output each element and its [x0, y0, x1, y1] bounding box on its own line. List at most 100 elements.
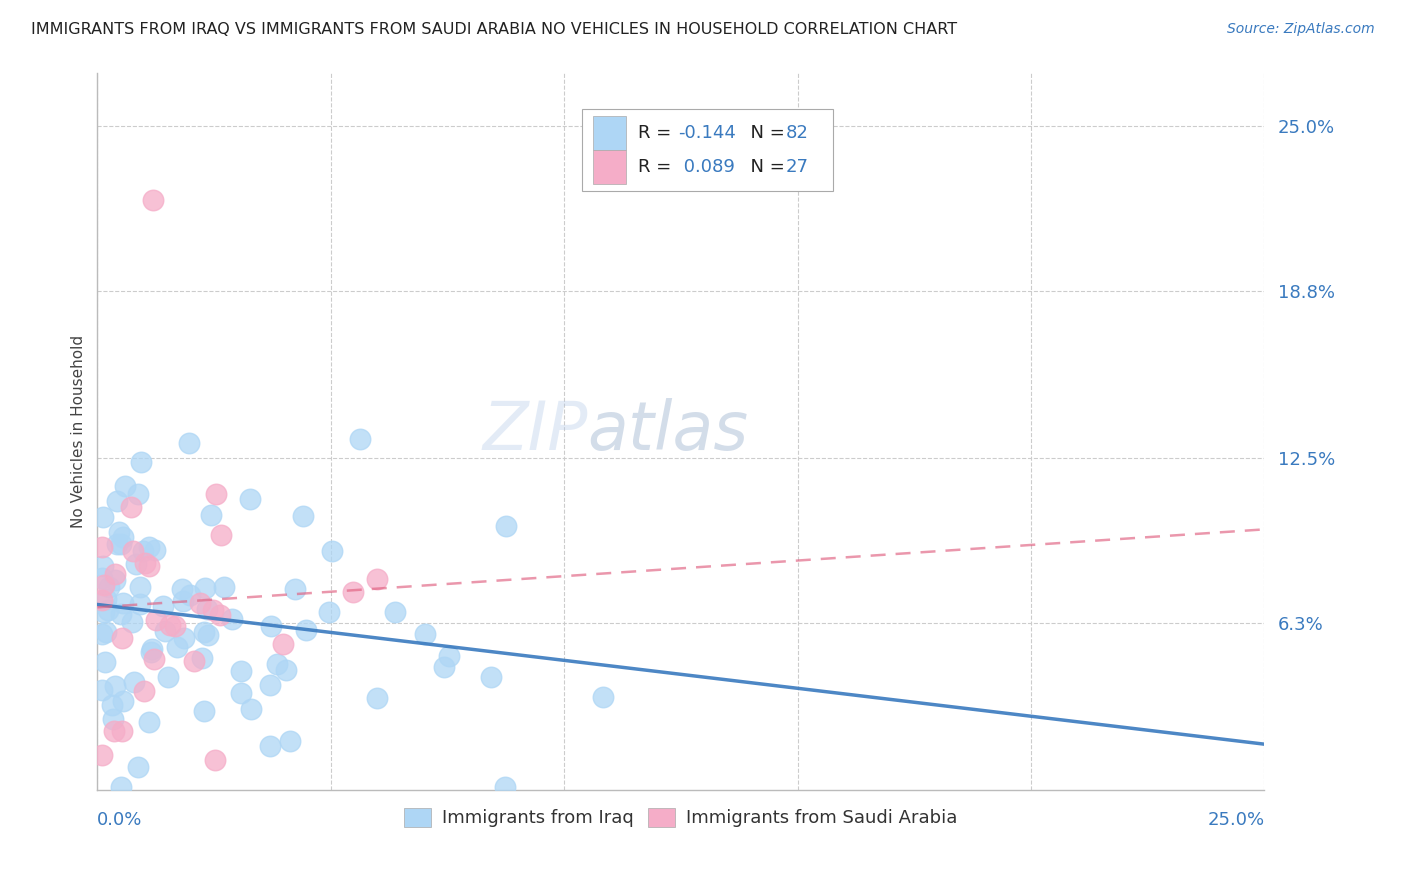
Point — [103, 723, 125, 738]
Point — [153, 624, 176, 639]
Text: N =: N = — [740, 124, 790, 142]
Point — [366, 572, 388, 586]
Point — [201, 603, 224, 617]
Point — [114, 478, 136, 492]
Point — [93, 606, 115, 620]
Point — [366, 690, 388, 705]
Point — [139, 645, 162, 659]
Point — [142, 652, 165, 666]
Point — [204, 752, 226, 766]
Point — [208, 608, 231, 623]
Point — [128, 580, 150, 594]
Point — [91, 747, 114, 762]
FancyBboxPatch shape — [582, 109, 832, 191]
Point — [91, 571, 114, 585]
Point — [342, 585, 364, 599]
Text: -0.144: -0.144 — [679, 124, 737, 142]
Point — [104, 679, 127, 693]
Text: 25.0%: 25.0% — [1208, 812, 1264, 830]
Point — [205, 486, 228, 500]
Point — [143, 542, 166, 557]
Point — [495, 519, 517, 533]
Point — [91, 540, 114, 554]
Point — [437, 649, 460, 664]
Point — [173, 632, 195, 646]
Point — [494, 780, 516, 795]
Text: 0.089: 0.089 — [679, 158, 735, 176]
Point — [221, 612, 243, 626]
Point — [229, 686, 252, 700]
Point — [479, 670, 502, 684]
Point — [104, 566, 127, 581]
Point — [91, 626, 114, 640]
Point — [110, 607, 132, 622]
Point — [101, 712, 124, 726]
Point — [188, 597, 211, 611]
Point — [209, 528, 232, 542]
Text: ZIP: ZIP — [482, 399, 588, 465]
Point — [111, 723, 134, 738]
Point — [152, 599, 174, 613]
Point — [592, 690, 614, 704]
Text: 0.0%: 0.0% — [97, 812, 143, 830]
Point — [100, 698, 122, 712]
Point — [240, 702, 263, 716]
Text: atlas: atlas — [588, 399, 748, 465]
Text: Source: ZipAtlas.com: Source: ZipAtlas.com — [1227, 22, 1375, 37]
Point — [183, 654, 205, 668]
Point — [433, 660, 456, 674]
Point — [276, 663, 298, 677]
Text: R =: R = — [638, 158, 676, 176]
Point — [239, 492, 262, 507]
Point — [200, 508, 222, 522]
Point — [98, 580, 121, 594]
Point — [292, 509, 315, 524]
Point — [349, 432, 371, 446]
Point — [138, 714, 160, 729]
FancyBboxPatch shape — [593, 150, 626, 184]
Point — [179, 588, 201, 602]
Point — [145, 613, 167, 627]
Point — [91, 559, 114, 574]
Point — [266, 657, 288, 671]
Point — [197, 627, 219, 641]
Point — [134, 684, 156, 698]
Point — [191, 651, 214, 665]
Point — [193, 704, 215, 718]
Point — [318, 605, 340, 619]
Point — [91, 592, 114, 607]
Point — [194, 582, 217, 596]
Point — [110, 631, 132, 645]
Point — [91, 509, 114, 524]
Point — [212, 580, 235, 594]
Point — [121, 615, 143, 630]
Text: 27: 27 — [786, 158, 808, 176]
Text: N =: N = — [740, 158, 790, 176]
Point — [413, 627, 436, 641]
Text: 82: 82 — [786, 124, 808, 142]
Point — [127, 486, 149, 500]
Point — [128, 597, 150, 611]
Point — [141, 642, 163, 657]
Point — [259, 739, 281, 753]
Point — [138, 540, 160, 554]
Point — [112, 596, 135, 610]
Point — [278, 734, 301, 748]
Point — [97, 603, 120, 617]
Point — [166, 640, 188, 655]
Point — [132, 544, 155, 558]
Point — [93, 578, 115, 592]
Point — [170, 582, 193, 596]
Point — [177, 435, 200, 450]
Y-axis label: No Vehicles in Household: No Vehicles in Household — [72, 334, 86, 528]
Point — [321, 543, 343, 558]
Point — [112, 530, 135, 544]
Point — [105, 537, 128, 551]
Text: R =: R = — [638, 124, 676, 142]
Point — [104, 573, 127, 587]
Point — [283, 582, 305, 596]
Point — [124, 674, 146, 689]
Point — [125, 557, 148, 571]
Point — [96, 592, 118, 607]
Point — [105, 494, 128, 508]
